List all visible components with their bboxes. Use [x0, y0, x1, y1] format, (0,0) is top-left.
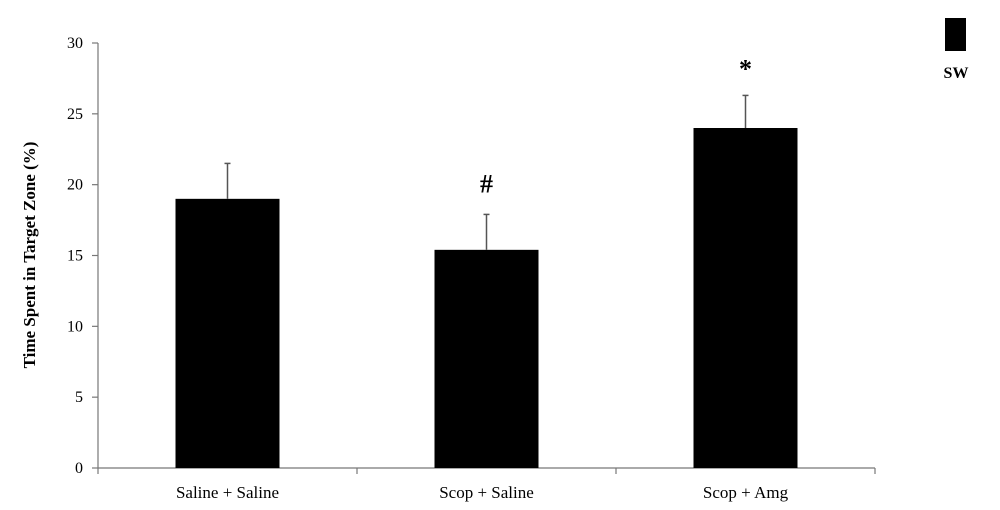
y-tick-label: 5 — [75, 389, 83, 406]
x-category-label: Saline + Saline — [176, 483, 279, 502]
significance-marker: # — [480, 169, 493, 198]
y-tick-label: 20 — [67, 177, 83, 194]
bar — [693, 128, 798, 468]
y-axis: 0 5 10 15 20 25 30 — [67, 35, 99, 477]
x-axis: Saline + Saline Scop + Saline Scop + Amg — [97, 467, 876, 502]
y-tick-label: 0 — [75, 460, 83, 477]
legend-label: SW — [944, 65, 969, 82]
y-tick-label: 30 — [67, 35, 83, 52]
legend: SW — [944, 18, 969, 82]
x-category-label: Scop + Amg — [703, 483, 789, 502]
bar — [434, 249, 539, 468]
y-tick-label: 15 — [67, 248, 83, 265]
x-category-label: Scop + Saline — [439, 483, 534, 502]
bars-group: #* — [175, 54, 798, 469]
y-tick-label: 10 — [67, 318, 83, 335]
legend-swatch — [945, 18, 966, 51]
y-axis-title: Time Spent in Target Zone (%) — [20, 142, 39, 369]
bar — [175, 198, 280, 469]
y-tick-label: 25 — [67, 106, 83, 123]
significance-marker: * — [739, 54, 752, 83]
